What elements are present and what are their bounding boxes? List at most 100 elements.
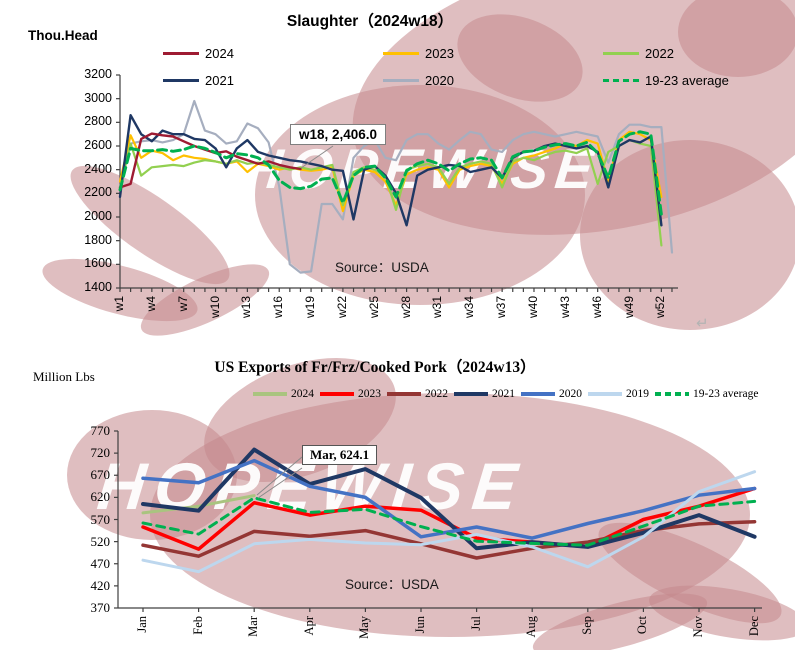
legend-label: 2023 xyxy=(358,388,381,400)
series-line-19-23 average xyxy=(118,130,663,217)
legend-line-marker xyxy=(387,392,421,396)
y-tick-label: 2800 xyxy=(84,114,112,129)
slaughter-chart-section: Slaughter（2024w18） Thou.Head 2024 2023 202… xyxy=(28,13,795,319)
x-tick-label: w43 xyxy=(557,296,572,319)
legend-label: 2024 xyxy=(291,388,314,400)
legend-item-2021: 2021 xyxy=(163,73,383,88)
x-tick-label: Oct xyxy=(635,616,650,635)
slaughter-title: Slaughter（2024w18） xyxy=(286,13,454,30)
y-tick-label: 2400 xyxy=(84,161,112,176)
y-tick-label: 570 xyxy=(90,511,111,527)
legend-line-marker xyxy=(383,79,419,82)
legend-line-marker xyxy=(320,392,354,396)
x-tick-label: Apr xyxy=(301,616,316,636)
legend-line-marker xyxy=(454,392,488,396)
y-tick-label: 620 xyxy=(90,489,111,505)
legend-item-2023: 2023 xyxy=(383,46,603,61)
legend-dashed-line-marker xyxy=(655,392,689,396)
legend-line-marker xyxy=(603,52,639,55)
legend-label: 2020 xyxy=(425,73,454,88)
legend-item-2024: 2024 xyxy=(163,46,383,61)
exports-title: US Exports of Fr/Frz/Cooked Pork（2024w13… xyxy=(214,359,536,376)
exports-plot xyxy=(114,430,762,612)
legend-line-marker xyxy=(588,392,622,396)
x-tick-label: Mar xyxy=(246,616,261,637)
legend-label: 2020 xyxy=(559,388,582,400)
y-tick-label: 520 xyxy=(90,533,111,549)
legend-line-marker xyxy=(163,52,199,55)
y-tick-label: 1600 xyxy=(84,256,112,271)
x-tick-label: w10 xyxy=(207,296,222,319)
legend-item-19-23 average: 19-23 average xyxy=(603,73,795,88)
y-tick-label: 1400 xyxy=(84,280,112,294)
x-tick-label: Aug xyxy=(524,616,539,638)
legend-dashed-line-marker xyxy=(603,79,639,82)
legend-item-2023: 2023 xyxy=(320,388,381,400)
x-tick-label: w40 xyxy=(525,296,540,319)
y-tick-label: 3200 xyxy=(84,67,112,81)
x-tick-label: w28 xyxy=(398,296,413,319)
x-tick-label: Jul xyxy=(468,616,483,631)
y-tick-label: 470 xyxy=(90,555,111,571)
x-tick-label: w13 xyxy=(239,296,254,319)
exports-annotation: Mar, 624.1 xyxy=(302,445,378,465)
y-tick-label: 3000 xyxy=(84,90,112,105)
slaughter-legend: 2024 2023 2022 2021 2020 19-23 average xyxy=(163,40,795,94)
legend-label: 2021 xyxy=(205,73,234,88)
series-line-2019 xyxy=(141,470,757,574)
series-line-2024 xyxy=(141,494,256,515)
x-tick-label: w34 xyxy=(462,296,477,319)
x-tick-label: w16 xyxy=(271,296,286,319)
x-tick-label: w1 xyxy=(112,296,126,312)
legend-item-19-23 average: 19-23 average xyxy=(655,388,758,400)
x-tick-label: Jun xyxy=(413,616,427,634)
legend-label: 2024 xyxy=(205,46,234,61)
x-tick-label: Dec xyxy=(746,616,761,637)
y-tick-label: 2600 xyxy=(84,138,112,152)
x-tick-label: w46 xyxy=(589,296,604,319)
y-tick-label: 2000 xyxy=(84,209,112,223)
legend-item-2022: 2022 xyxy=(603,46,795,61)
series-line-19-23 average xyxy=(141,496,757,547)
x-tick-label: w19 xyxy=(303,296,318,319)
legend-item-2020: 2020 xyxy=(383,73,603,88)
exports-source: Source：USDA xyxy=(345,577,439,592)
y-tick-label: 370 xyxy=(90,600,111,615)
series-line-2024 xyxy=(118,132,302,189)
legend-label: 2019 xyxy=(626,388,649,400)
x-tick-label: Jan xyxy=(135,616,149,633)
exports-chart-section: US Exports of Fr/Frz/Cooked Pork（2024w13… xyxy=(0,345,795,650)
x-tick-label: w31 xyxy=(430,296,445,319)
legend-item-2020: 2020 xyxy=(521,388,582,400)
watermark-crab-bottom xyxy=(67,358,795,650)
x-tick-label: w25 xyxy=(366,296,381,319)
slaughter-unit-label: Thou.Head xyxy=(28,28,98,43)
slaughter-source: Source：USDA xyxy=(335,260,429,275)
legend-label: 19-23 average xyxy=(693,388,759,400)
series-line-2022 xyxy=(118,139,663,247)
paragraph-return-mark: ↵ xyxy=(696,315,709,332)
legend-line-marker xyxy=(383,52,419,55)
x-tick-label: w7 xyxy=(175,296,190,312)
legend-item-2021: 2021 xyxy=(454,388,515,400)
x-tick-label: w37 xyxy=(494,296,509,319)
y-tick-label: 2200 xyxy=(84,185,112,200)
y-tick-label: 1800 xyxy=(84,232,112,247)
legend-label: 2021 xyxy=(492,388,515,400)
y-tick-label: 770 xyxy=(90,423,111,438)
y-tick-label: 420 xyxy=(90,577,111,593)
legend-label: 2023 xyxy=(425,46,454,61)
x-tick-label: May xyxy=(357,616,372,639)
legend-label: 2022 xyxy=(645,46,674,61)
x-tick-label: w4 xyxy=(143,296,158,312)
legend-item-2022: 2022 xyxy=(387,388,448,400)
legend-label: 2022 xyxy=(425,388,448,400)
exports-unit-label: Million Lbs xyxy=(33,369,95,384)
slaughter-plot xyxy=(116,74,678,292)
legend-line-marker xyxy=(163,79,199,82)
legend-item-2024: 2024 xyxy=(253,388,314,400)
legend-label: 19-23 average xyxy=(645,73,729,88)
x-tick-label: w52 xyxy=(653,296,668,319)
slaughter-annotation: w18, 2,406.0 xyxy=(290,124,387,145)
